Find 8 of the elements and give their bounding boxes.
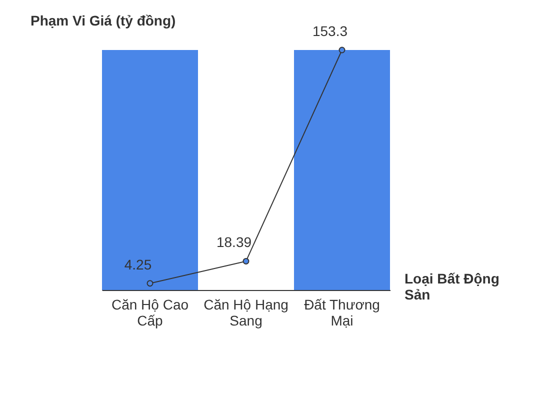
x-tick-label: Căn Hộ Hạng Sang xyxy=(204,296,288,328)
data-label: 4.25 xyxy=(124,256,152,272)
data-label: 18.39 xyxy=(216,234,252,250)
x-tick-label: Đất Thương Mại xyxy=(304,296,380,328)
x-tick-label: Căn Hộ Cao Cấp xyxy=(111,296,189,328)
data-label: 153.3 xyxy=(312,23,348,39)
x-axis-title: Loại Bất Động Sản xyxy=(404,270,500,302)
y-axis-title: Phạm Vi Giá (tỷ đồng) xyxy=(30,12,176,28)
